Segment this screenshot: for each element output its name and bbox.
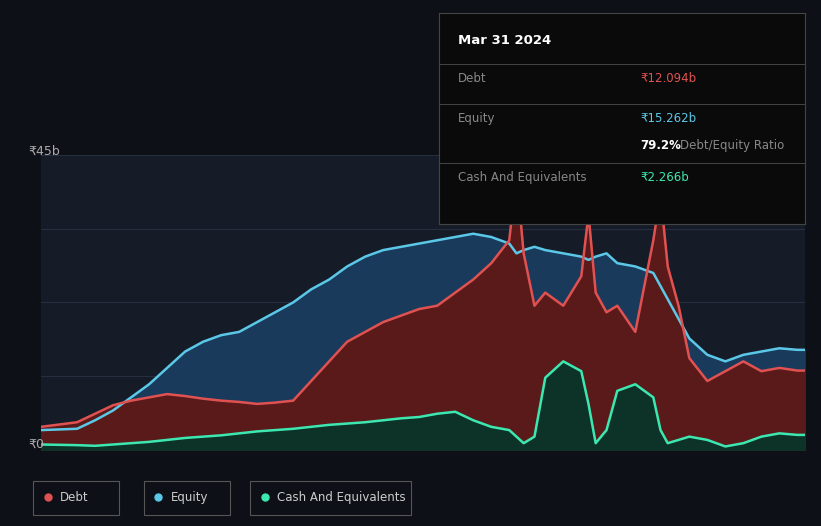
Text: 2021: 2021 bbox=[566, 474, 596, 488]
Text: ₹15.262b: ₹15.262b bbox=[640, 112, 696, 125]
Text: Debt: Debt bbox=[60, 491, 89, 503]
Text: 2023: 2023 bbox=[710, 474, 741, 488]
Text: Equity: Equity bbox=[171, 491, 209, 503]
Text: Mar 31 2024: Mar 31 2024 bbox=[457, 34, 551, 47]
Bar bbox=[144, 481, 230, 515]
Text: 2019: 2019 bbox=[422, 474, 452, 488]
Text: 2022: 2022 bbox=[639, 474, 668, 488]
Text: Cash And Equivalents: Cash And Equivalents bbox=[277, 491, 406, 503]
Text: Debt: Debt bbox=[457, 72, 486, 85]
Text: ₹2.266b: ₹2.266b bbox=[640, 171, 689, 184]
Bar bbox=[250, 481, 410, 515]
Text: Debt/Equity Ratio: Debt/Equity Ratio bbox=[681, 139, 785, 153]
Text: 2014: 2014 bbox=[62, 474, 92, 488]
Text: 2018: 2018 bbox=[351, 474, 380, 488]
Text: 2024: 2024 bbox=[782, 474, 812, 488]
Text: 2017: 2017 bbox=[278, 474, 308, 488]
Text: 2016: 2016 bbox=[206, 474, 236, 488]
Text: Equity: Equity bbox=[457, 112, 495, 125]
Text: ₹45b: ₹45b bbox=[29, 145, 61, 158]
Text: 2020: 2020 bbox=[494, 474, 524, 488]
Text: 2015: 2015 bbox=[134, 474, 164, 488]
Bar bbox=[33, 481, 119, 515]
Text: ₹0: ₹0 bbox=[29, 438, 44, 451]
Text: 79.2%: 79.2% bbox=[640, 139, 681, 153]
Text: Cash And Equivalents: Cash And Equivalents bbox=[457, 171, 586, 184]
Text: ₹12.094b: ₹12.094b bbox=[640, 72, 696, 85]
